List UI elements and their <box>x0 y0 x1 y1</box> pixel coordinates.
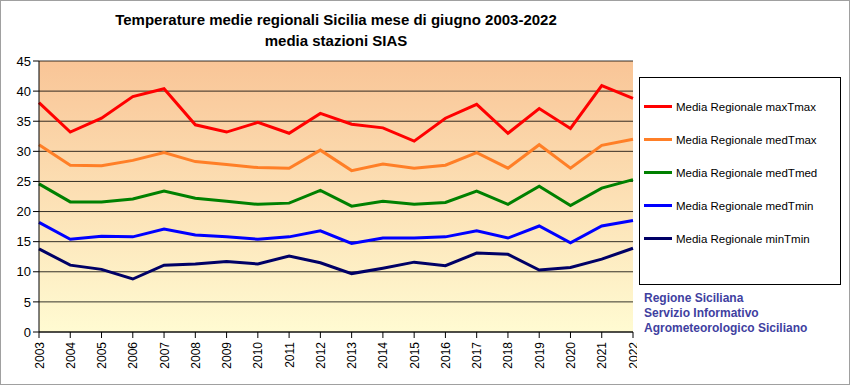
svg-text:35: 35 <box>17 114 31 129</box>
svg-text:15: 15 <box>17 234 31 249</box>
svg-text:2019: 2019 <box>533 342 547 369</box>
svg-text:2003: 2003 <box>33 342 47 369</box>
svg-text:2021: 2021 <box>595 342 609 369</box>
svg-text:2016: 2016 <box>439 342 453 369</box>
svg-text:2010: 2010 <box>251 342 265 369</box>
svg-text:2013: 2013 <box>345 342 359 369</box>
svg-text:2008: 2008 <box>189 342 203 369</box>
html-text:Media Regionale medTmin: Media Regionale medTmin <box>676 199 814 212</box>
svg-text:2009: 2009 <box>220 342 234 369</box>
html-text:Regione Siciliana: Regione Siciliana <box>644 291 744 305</box>
svg-text:2011: 2011 <box>283 342 297 368</box>
svg-text:2015: 2015 <box>408 342 422 369</box>
html-text:Media Regionale maxTmax: Media Regionale maxTmax <box>676 100 816 113</box>
html-text:Agrometeorologico Siciliano: Agrometeorologico Siciliano <box>644 321 808 335</box>
html-text:Temperature medie regionali Si: Temperature medie regionali Sicilia mese… <box>115 11 557 28</box>
svg-text:0: 0 <box>24 325 31 340</box>
svg-text:2022: 2022 <box>627 342 637 369</box>
svg-text:10: 10 <box>17 264 31 279</box>
svg-text:20: 20 <box>17 204 31 219</box>
html-text:Media Regionale medTmax: Media Regionale medTmax <box>676 133 817 146</box>
svg-text:45: 45 <box>17 54 31 69</box>
svg-text:2005: 2005 <box>95 342 109 369</box>
svg-text:2004: 2004 <box>64 342 78 369</box>
html-text:media stazioni SIAS: media stazioni SIAS <box>264 32 408 49</box>
svg-text:40: 40 <box>17 84 31 99</box>
svg-text:2007: 2007 <box>158 342 172 369</box>
html-text:Media Regionale medTmed: Media Regionale medTmed <box>676 166 818 179</box>
html-text:Media Regionale minTmin: Media Regionale minTmin <box>676 232 810 245</box>
svg-text:2014: 2014 <box>376 342 390 369</box>
svg-text:2017: 2017 <box>470 342 484 369</box>
html-text:Servizio Informativo: Servizio Informativo <box>644 306 759 320</box>
svg-text:30: 30 <box>17 144 31 159</box>
svg-text:2012: 2012 <box>314 342 328 369</box>
svg-text:2006: 2006 <box>126 342 140 369</box>
svg-text:25: 25 <box>17 174 31 189</box>
svg-text:5: 5 <box>24 295 31 310</box>
svg-text:2018: 2018 <box>501 342 515 369</box>
svg-text:2020: 2020 <box>564 342 578 369</box>
